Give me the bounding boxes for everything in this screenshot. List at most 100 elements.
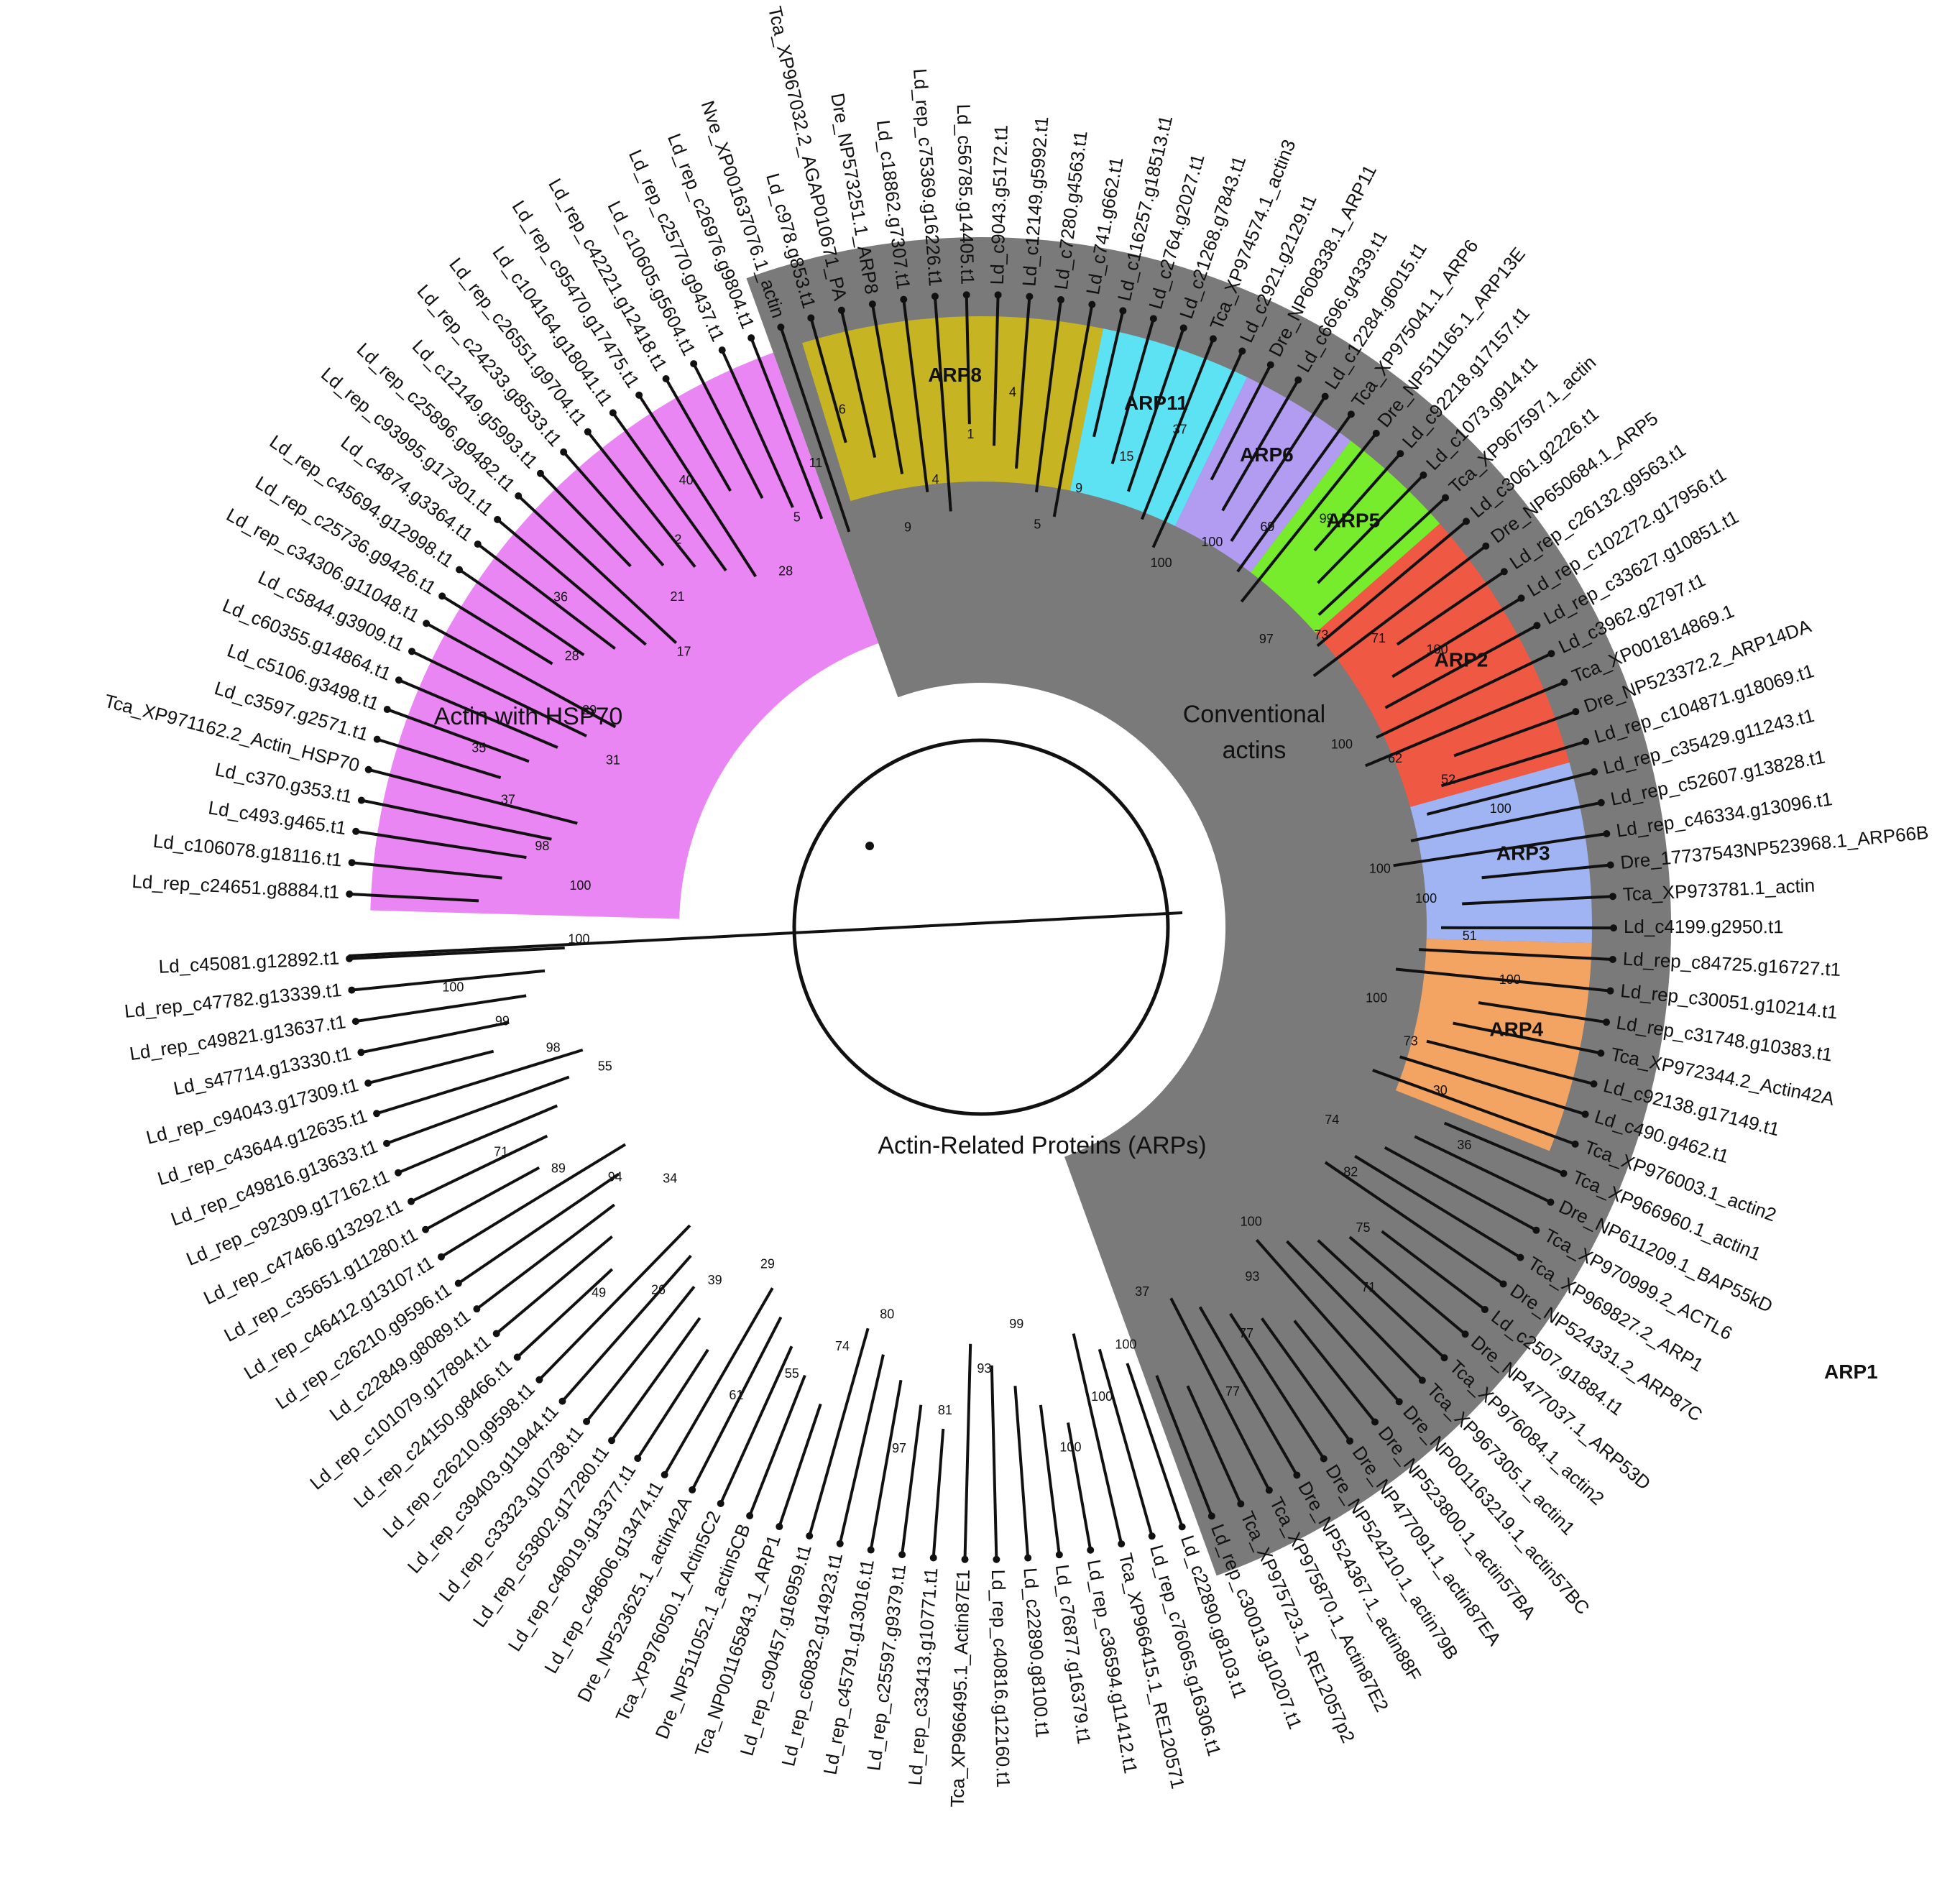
leaf-node [1026,293,1034,300]
arp8-clade-label: ARP8 [928,364,982,386]
tree-branches [346,291,1617,1563]
branch [1186,1385,1243,1505]
branch [367,1049,494,1085]
branch [1453,710,1577,758]
branch [1419,948,1613,961]
leaf-node [1462,517,1470,525]
branch [561,1254,692,1402]
branch [1255,1238,1401,1403]
leaf-node [1440,1354,1448,1362]
support-value: 29 [760,1257,775,1271]
support-value: 82 [1343,1164,1358,1179]
support-value: 75 [1356,1220,1370,1235]
branch [1210,364,1272,481]
branch [411,650,587,737]
support-value: 51 [1463,929,1477,943]
branch [441,594,553,666]
branch [538,1224,691,1381]
branch [457,1172,620,1285]
branch [476,1203,615,1310]
leaf-node [1499,1280,1507,1288]
conventional-actins-label-line2: actins [1223,737,1287,764]
leaf-node [1372,429,1380,437]
leaf-node [1265,1486,1273,1494]
leaf-node [408,648,416,655]
support-value: 98 [535,839,549,853]
leaf-node [346,890,354,898]
support-value: 34 [663,1172,677,1186]
branch [1426,1039,1595,1086]
branch [349,946,565,960]
support-value: 28 [778,563,793,578]
branch [376,1048,584,1115]
support-value: 39 [708,1273,722,1287]
branch [1410,801,1602,842]
leaf-node [1547,650,1555,658]
support-value: 36 [1457,1138,1471,1152]
branch [1414,1135,1552,1204]
branch [1127,327,1185,492]
branch [1348,1235,1466,1335]
leaf-node [535,1376,543,1384]
support-value: 73 [1404,1034,1418,1049]
leaf-node [1207,1512,1215,1520]
arp1-outside-label: ARP1 [1824,1361,1878,1383]
support-value: 93 [1245,1269,1259,1284]
branch [638,394,758,578]
branch [1384,1146,1537,1232]
leaf-node [898,1551,906,1559]
support-value: 21 [671,589,685,604]
leaf-node [690,360,698,368]
leaf-node [364,1080,372,1087]
support-value: 100 [1499,972,1521,987]
branch [1384,624,1538,709]
branch [355,829,527,860]
branch [517,494,678,645]
leaf-node [746,1512,754,1520]
conventional-actins-label: Conventional [1183,701,1325,728]
leaf-node [1547,1198,1555,1206]
branch [1440,740,1586,788]
support-value: 61 [729,1388,743,1402]
leaf-node [662,374,670,382]
support-value: 100 [1415,891,1437,906]
leaf-node [1294,376,1302,384]
support-value: 71 [494,1145,508,1159]
leaf-node [1442,494,1450,502]
branch [963,1343,972,1560]
leaf-node [456,566,464,574]
branch [1229,1312,1325,1460]
leaf-node [717,1499,724,1507]
leaf-node [536,469,544,477]
support-value: 29 [582,703,597,717]
arp8-clade-wedge [802,316,1103,502]
branch [779,326,851,533]
region-labels: Conventional actins Actin with HSP70 Act… [434,701,1878,1383]
leaf-node [1500,568,1508,576]
leaf-node [931,293,939,300]
leaf-node [747,334,755,342]
branch [368,768,578,825]
support-value: 100 [568,932,589,947]
branch [839,310,877,458]
leaf-node [1395,1398,1403,1406]
leaf-node [1603,829,1611,837]
leaf-node [1237,1500,1245,1508]
branch [361,798,552,841]
support-value: 100 [1201,535,1223,549]
root-branch [348,911,1183,957]
support-value: 30 [1433,1083,1448,1097]
leaf-node [1266,361,1274,369]
branch [386,1075,570,1145]
support-value: 100 [442,980,464,995]
leaf-node [515,492,523,500]
leaf-node [1209,335,1217,343]
branch [1015,296,1031,469]
branch [1236,413,1353,573]
branch [778,1403,822,1527]
leaf-node [560,448,568,456]
leaf-node [348,986,356,994]
branch [1317,496,1447,616]
leaf-node [513,1353,521,1361]
branch [612,412,727,572]
